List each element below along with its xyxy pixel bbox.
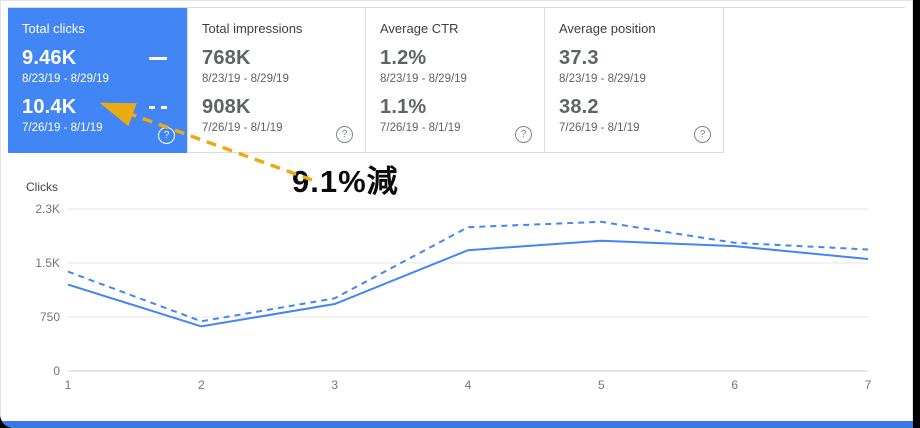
x-axis-tick-label: 2: [198, 378, 205, 392]
metric-secondary-value: 908K: [202, 96, 251, 118]
clicks-line-chart: 0 750 1.5K 2.3K 1 2 3 4 5 6 7: [35, 202, 872, 392]
help-icon[interactable]: ?: [336, 126, 353, 143]
y-axis-tick-label: 0: [53, 364, 60, 378]
metric-secondary-range: 7/26/19 - 8/1/19: [22, 122, 103, 134]
metric-primary-range: 8/23/19 - 8/29/19: [380, 73, 467, 85]
metric-card-title: Average position: [559, 21, 656, 36]
x-axis-tick-label: 3: [331, 378, 338, 392]
x-axis-tick-label: 7: [865, 378, 872, 392]
metric-card-title: Average CTR: [380, 21, 459, 36]
metric-primary-range: 8/23/19 - 8/29/19: [202, 73, 289, 85]
y-axis-tick-label: 2.3K: [35, 202, 60, 216]
series-line-dashed: [67, 220, 869, 323]
x-axis-tick-label: 6: [731, 378, 738, 392]
annotation-label: 9.1%減: [292, 164, 399, 199]
x-axis-tick-label: 4: [465, 378, 472, 392]
help-icon[interactable]: ?: [515, 126, 532, 143]
secondary-value-row: 908K: [202, 96, 351, 119]
metric-secondary-value: 10.4K: [22, 96, 77, 118]
primary-value-row: 9.46K: [22, 47, 173, 70]
metric-secondary-range: 7/26/19 - 8/1/19: [559, 122, 640, 134]
metric-primary-value: 768K: [202, 47, 251, 69]
metric-primary-range: 8/23/19 - 8/29/19: [559, 73, 646, 85]
metric-card-total-impressions[interactable]: Total impressions 768K 8/23/19 - 8/29/19…: [187, 8, 366, 153]
dashed-line-legend-icon: [149, 106, 167, 109]
x-axis-tick-label: 5: [598, 378, 605, 392]
metric-primary-range: 8/23/19 - 8/29/19: [22, 73, 109, 85]
primary-value-row: 37.3: [559, 47, 709, 70]
primary-value-row: 1.2%: [380, 47, 530, 70]
secondary-value-row: 10.4K: [22, 96, 173, 119]
bottom-accent-bar: [0, 421, 913, 428]
help-icon[interactable]: ?: [158, 127, 175, 144]
help-icon[interactable]: ?: [694, 126, 711, 143]
series-line-solid: [67, 239, 869, 328]
metric-secondary-range: 7/26/19 - 8/1/19: [380, 122, 461, 134]
y-axis-tick-label: 1.5K: [35, 256, 60, 270]
metric-primary-value: 1.2%: [380, 47, 427, 69]
metric-primary-value: 9.46K: [22, 47, 77, 69]
solid-line-legend-icon: [149, 57, 167, 60]
metric-cards-row: Total clicks 9.46K 8/23/19 - 8/29/19 10.…: [8, 7, 905, 153]
metric-card-title: Total impressions: [202, 21, 303, 36]
metric-primary-value: 37.3: [559, 47, 599, 69]
secondary-value-row: 1.1%: [380, 96, 530, 119]
y-axis-tick-label: 750: [40, 310, 60, 324]
metric-card-average-position[interactable]: Average position 37.3 8/23/19 - 8/29/19 …: [545, 8, 724, 153]
metric-secondary-value: 1.1%: [380, 96, 427, 118]
metric-card-title: Total clicks: [22, 21, 85, 36]
metric-card-total-clicks[interactable]: Total clicks 9.46K 8/23/19 - 8/29/19 10.…: [8, 8, 187, 153]
primary-value-row: 768K: [202, 47, 351, 70]
secondary-value-row: 38.2: [559, 96, 709, 119]
metric-card-average-ctr[interactable]: Average CTR 1.2% 8/23/19 - 8/29/19 1.1% …: [366, 8, 545, 153]
metric-secondary-range: 7/26/19 - 8/1/19: [202, 122, 283, 134]
chart-axis-title: Clicks: [26, 180, 58, 194]
metric-secondary-value: 38.2: [559, 96, 599, 118]
x-axis-tick-label: 1: [65, 378, 72, 392]
